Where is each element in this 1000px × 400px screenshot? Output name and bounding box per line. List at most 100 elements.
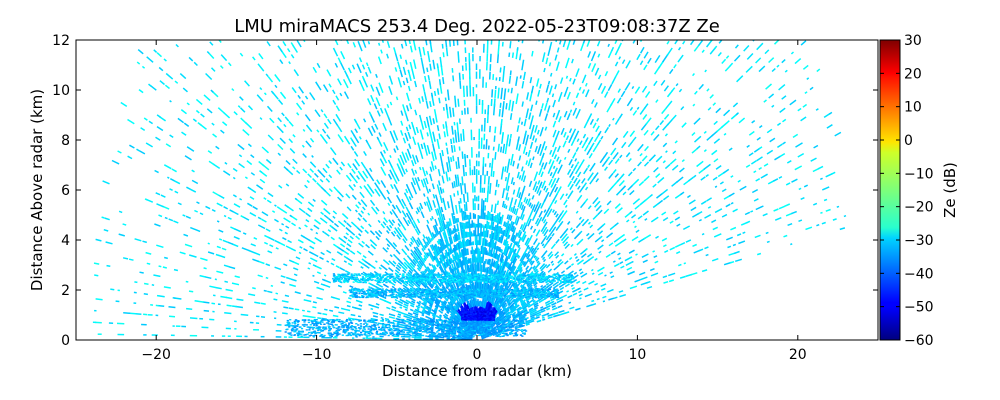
radar-gate bbox=[507, 276, 510, 279]
radar-gate bbox=[655, 155, 663, 163]
radar-gate bbox=[533, 171, 539, 181]
radar-gate bbox=[517, 263, 523, 271]
radar-gate bbox=[507, 247, 513, 259]
radar-gate bbox=[674, 140, 678, 144]
radar-gate bbox=[559, 193, 565, 200]
radar-gate bbox=[437, 336, 445, 339]
radar-gate bbox=[692, 73, 695, 77]
radar-gate bbox=[462, 222, 465, 230]
radar-gate bbox=[732, 243, 737, 247]
radar-gate bbox=[714, 185, 718, 188]
radar-gate bbox=[405, 105, 410, 112]
radar-gate bbox=[417, 280, 420, 282]
radar-gate bbox=[572, 107, 578, 116]
radar-gate bbox=[425, 177, 429, 185]
radar-gate bbox=[462, 248, 465, 257]
radar-gate bbox=[728, 147, 733, 152]
radar-gate bbox=[525, 265, 530, 271]
radar-gate bbox=[703, 149, 707, 153]
radar-gate bbox=[662, 195, 670, 201]
radar-gate bbox=[512, 249, 515, 253]
radar-gate bbox=[387, 117, 393, 126]
radar-gate bbox=[517, 244, 521, 249]
radar-gate bbox=[587, 62, 592, 69]
radar-gate bbox=[446, 147, 449, 155]
radar-gate bbox=[143, 282, 149, 285]
radar-gate bbox=[556, 276, 559, 279]
radar-gate bbox=[346, 40, 350, 45]
radar-gate bbox=[689, 40, 695, 46]
radar-gate bbox=[520, 166, 524, 172]
radar-gate bbox=[453, 193, 456, 197]
radar-gate bbox=[429, 244, 434, 252]
radar-gate bbox=[460, 229, 464, 239]
radar-gate bbox=[487, 176, 490, 185]
radar-gate bbox=[569, 109, 573, 113]
radar-gate bbox=[686, 194, 691, 199]
radar-gate bbox=[505, 180, 509, 191]
radar-gate bbox=[602, 300, 606, 303]
radar-gate bbox=[332, 273, 335, 275]
radar-gate bbox=[539, 126, 544, 137]
radar-gate bbox=[806, 77, 810, 80]
radar-gate bbox=[425, 170, 429, 175]
radar-gate bbox=[532, 250, 538, 257]
radar-gate bbox=[460, 241, 464, 248]
radar-gate bbox=[618, 113, 623, 119]
radar-gate bbox=[438, 227, 443, 233]
radar-gate bbox=[529, 162, 533, 169]
radar-gate bbox=[575, 258, 580, 262]
radar-gate bbox=[700, 200, 707, 205]
radar-gate bbox=[510, 197, 514, 203]
radar-gate bbox=[414, 109, 418, 116]
radar-gate bbox=[428, 188, 432, 193]
radar-gate bbox=[493, 135, 496, 142]
radar-gate bbox=[570, 137, 576, 147]
radar-gate bbox=[524, 130, 528, 136]
radar-gate bbox=[425, 201, 432, 212]
radar-gate bbox=[404, 40, 408, 47]
radar-gate bbox=[755, 178, 761, 182]
radar-gate bbox=[621, 59, 626, 65]
radar-gate bbox=[368, 275, 371, 277]
radar-gate bbox=[607, 185, 614, 193]
radar-gate bbox=[597, 209, 603, 216]
radar-gate bbox=[541, 141, 546, 149]
radar-gate bbox=[452, 137, 455, 144]
radar-gate bbox=[307, 267, 311, 270]
radar-gate bbox=[541, 316, 545, 319]
radar-gate bbox=[587, 253, 593, 258]
radar-gate bbox=[710, 40, 713, 42]
radar-gate bbox=[419, 129, 424, 140]
radar-gate bbox=[594, 200, 601, 208]
radar-gate bbox=[562, 140, 567, 148]
radar-gate bbox=[516, 187, 521, 197]
radar-gate bbox=[427, 50, 431, 63]
radar-gate bbox=[756, 156, 763, 162]
radar-gate bbox=[454, 95, 457, 108]
radar-gate bbox=[539, 281, 542, 283]
radar-gate bbox=[403, 315, 407, 318]
radar-gate bbox=[561, 294, 568, 299]
radar-gate bbox=[440, 330, 445, 334]
radar-gate bbox=[591, 98, 595, 105]
radar-gate bbox=[545, 84, 550, 93]
radar-gate bbox=[480, 277, 483, 280]
radar-gate bbox=[497, 265, 500, 270]
radar-gate bbox=[492, 215, 496, 222]
radar-gate bbox=[634, 279, 641, 283]
radar-gate bbox=[357, 40, 363, 52]
radar-gate bbox=[496, 52, 500, 64]
radar-gate bbox=[627, 171, 633, 177]
radar-gate bbox=[594, 257, 598, 261]
radar-gate bbox=[453, 267, 456, 271]
radar-gate bbox=[146, 262, 151, 265]
radar-gate bbox=[487, 185, 490, 194]
radar-gate bbox=[558, 215, 564, 223]
radar-gate bbox=[525, 160, 529, 165]
radar-gate bbox=[459, 276, 462, 278]
radar-gate bbox=[377, 56, 382, 65]
radar-gate bbox=[585, 89, 590, 98]
radar-gate bbox=[536, 316, 540, 319]
radar-gate bbox=[501, 258, 505, 264]
